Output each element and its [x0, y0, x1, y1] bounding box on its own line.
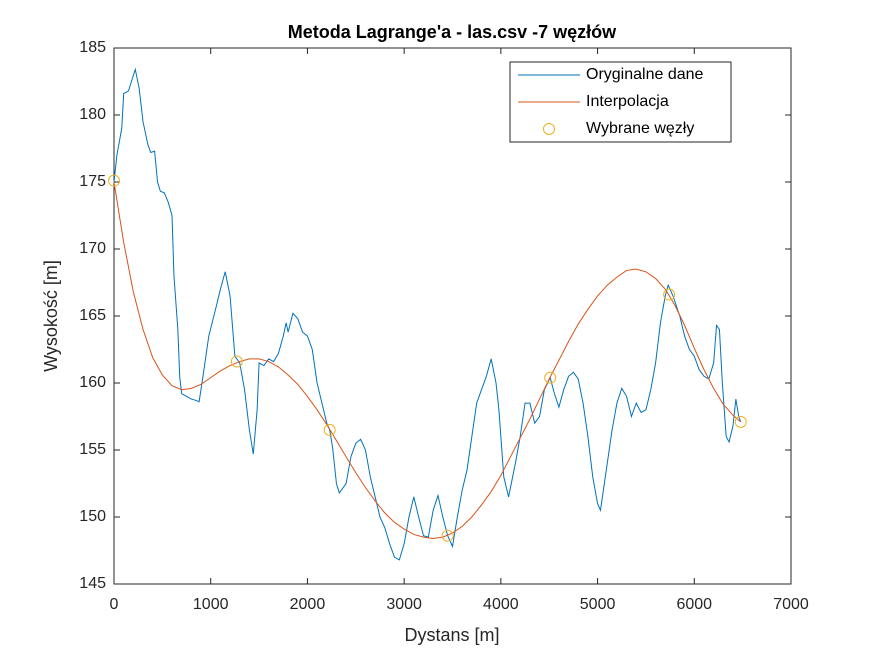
y-tick-label: 170	[79, 240, 106, 257]
x-tick-label: 2000	[290, 596, 326, 613]
y-tick-label: 165	[79, 307, 106, 324]
x-tick-label: 3000	[386, 596, 422, 613]
legend-label: Oryginalne dane	[586, 66, 704, 83]
y-tick-label: 145	[79, 575, 106, 592]
y-tick-label: 155	[79, 441, 106, 458]
node-marker	[441, 529, 454, 542]
x-tick-label: 6000	[676, 596, 712, 613]
legend-label: Wybrane węzły	[586, 120, 694, 137]
node-marker	[323, 423, 336, 436]
chart-title: Metoda Lagrange'a - las.csv -7 węzłów	[288, 22, 617, 42]
x-tick-label: 5000	[580, 596, 616, 613]
y-tick-label: 160	[79, 374, 106, 391]
y-tick-label: 150	[79, 508, 106, 525]
x-tick-label: 1000	[193, 596, 229, 613]
node-marker	[734, 415, 747, 428]
data-line	[113, 67, 742, 561]
node-marker	[663, 288, 676, 301]
x-tick-label: 7000	[773, 596, 809, 613]
node-marker	[230, 355, 243, 368]
y-axis-label: Wysokość [m]	[41, 260, 61, 372]
x-tick-label: 0	[110, 596, 119, 613]
y-tick-label: 175	[79, 173, 106, 190]
node-marker	[544, 371, 557, 384]
x-axis-label: Dystans [m]	[404, 625, 499, 645]
legend-marker	[543, 123, 555, 135]
node-marker	[108, 174, 120, 187]
x-tick-label: 4000	[483, 596, 519, 613]
legend-label: Interpolacja	[586, 93, 669, 110]
y-tick-label: 180	[79, 106, 106, 123]
data-line	[113, 181, 742, 539]
y-tick-label: 185	[79, 39, 106, 56]
